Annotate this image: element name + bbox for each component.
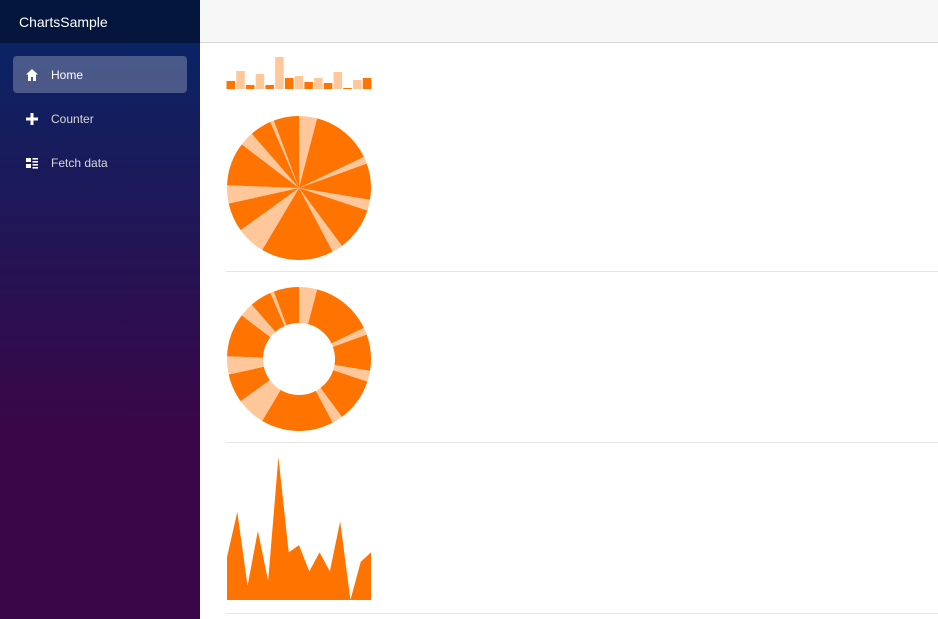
bar xyxy=(226,81,236,89)
top-row xyxy=(200,0,938,43)
pie-slice xyxy=(228,188,299,231)
sidebar: ChartsSample Home Counter xyxy=(0,0,200,619)
bar-chart-block xyxy=(226,43,938,272)
brand-bar: ChartsSample xyxy=(0,0,200,43)
pie-slice xyxy=(227,185,299,204)
pie-slice xyxy=(299,156,367,188)
pie-slice xyxy=(273,116,299,188)
pie-slice xyxy=(299,163,371,200)
bar xyxy=(353,80,362,89)
nav-item-label: Counter xyxy=(51,111,94,126)
area-chart-block xyxy=(226,443,938,614)
bar xyxy=(304,82,313,89)
bar xyxy=(323,83,333,89)
bar xyxy=(245,85,255,89)
nav-item-label: Fetch data xyxy=(51,155,108,170)
main-content xyxy=(226,43,938,614)
bar xyxy=(265,85,274,89)
pie-slice xyxy=(240,188,299,250)
bar xyxy=(314,78,323,89)
bar xyxy=(333,72,343,89)
donut-slice xyxy=(262,389,333,431)
pie-slice xyxy=(299,188,342,252)
bar xyxy=(362,78,372,89)
donut-slice xyxy=(315,387,342,423)
nav-item-fetch-data[interactable]: Fetch data xyxy=(13,144,187,181)
bar xyxy=(255,74,265,89)
plus-icon xyxy=(25,112,39,126)
donut-slice xyxy=(320,370,368,417)
bar xyxy=(236,71,245,89)
donut-slice xyxy=(270,291,287,326)
bar xyxy=(294,76,304,89)
area-chart xyxy=(227,457,371,600)
nav-item-label: Home xyxy=(51,67,84,82)
nav-item-counter[interactable]: Counter xyxy=(13,100,187,137)
pie-slice xyxy=(227,144,299,188)
donut-slice xyxy=(251,292,285,332)
bar xyxy=(275,57,284,89)
list-icon xyxy=(25,156,39,170)
pie-slice xyxy=(299,116,318,188)
donut-slice xyxy=(228,366,270,402)
pie-slice xyxy=(251,121,299,188)
area-series xyxy=(227,457,371,600)
donut-slice xyxy=(308,289,364,344)
donut-chart xyxy=(227,287,371,431)
pie-slice xyxy=(241,133,299,188)
home-icon xyxy=(25,68,39,82)
donut-slice xyxy=(331,327,367,347)
bar xyxy=(284,78,294,89)
donut-slice xyxy=(273,287,299,326)
nav-item-home[interactable]: Home xyxy=(13,56,187,93)
donut-slice xyxy=(332,334,371,371)
pie-slice xyxy=(299,118,364,188)
donut-slice xyxy=(333,364,371,382)
donut-slice xyxy=(241,304,276,338)
donut-slice xyxy=(227,315,271,358)
nav-menu: Home Counter Fetch data xyxy=(0,43,200,181)
pie-slice xyxy=(299,188,368,246)
bar-chart xyxy=(226,57,372,260)
app-brand[interactable]: ChartsSample xyxy=(19,13,108,30)
pie-slice xyxy=(262,188,333,260)
pie-slice xyxy=(299,188,371,211)
pie-slice xyxy=(270,120,299,188)
donut-slice xyxy=(240,380,281,421)
bar xyxy=(343,88,352,89)
donut-slice xyxy=(299,287,318,325)
donut-slice xyxy=(227,356,264,375)
donut-chart-block xyxy=(226,272,938,443)
